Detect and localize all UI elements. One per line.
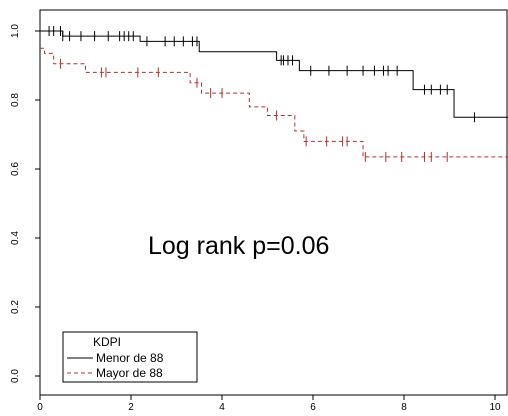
- legend-label-mayor: Mayor de 88: [96, 366, 163, 380]
- x-tick-label: 10: [489, 402, 501, 413]
- axes-layer: 0 2 4 6 8 10 0.0 0.2 0.4 0.6 0.8 1.0: [10, 9, 508, 413]
- logrank-annotation: Log rank p=0.06: [148, 232, 329, 260]
- series-layer: [40, 26, 508, 162]
- legend-box: [62, 331, 198, 383]
- legend: KDPI Menor de 88 Mayor de 88: [62, 331, 198, 383]
- x-tick-label: 4: [219, 402, 225, 413]
- y-tick-label: 0.0: [10, 369, 21, 383]
- series-line-mayor: [40, 47, 508, 158]
- y-tick-label: 0.8: [10, 93, 21, 107]
- y-tick-label: 0.4: [10, 231, 21, 245]
- series-line-menor: [40, 30, 508, 118]
- y-tick-label: 0.2: [10, 300, 21, 314]
- x-tick-label: 6: [310, 402, 316, 413]
- y-tick-label: 1.0: [10, 24, 21, 38]
- x-tick-label: 8: [401, 402, 407, 413]
- y-tick-label: 0.6: [10, 162, 21, 176]
- x-tick-label: 2: [128, 402, 134, 413]
- plot-frame: [39, 9, 508, 396]
- legend-title: KDPI: [93, 335, 121, 349]
- legend-label-menor: Menor de 88: [96, 351, 164, 365]
- x-tick-label: 0: [37, 402, 43, 413]
